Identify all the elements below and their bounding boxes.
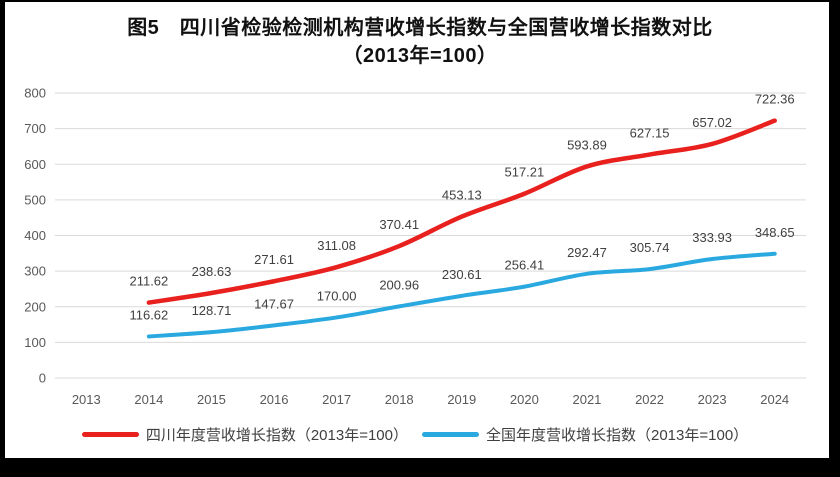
svg-text:238.63: 238.63 bbox=[192, 264, 232, 279]
chart-title: 图5 四川省检验检测机构营收增长指数与全国营收增长指数对比 （2013年=100… bbox=[0, 14, 840, 70]
svg-text:627.15: 627.15 bbox=[630, 126, 670, 141]
svg-text:400: 400 bbox=[24, 228, 46, 243]
svg-text:292.47: 292.47 bbox=[567, 245, 607, 260]
svg-text:593.89: 593.89 bbox=[567, 137, 607, 152]
chart-title-line1: 图5 四川省检验检测机构营收增长指数与全国营收增长指数对比 bbox=[127, 17, 713, 39]
svg-text:600: 600 bbox=[24, 157, 46, 172]
svg-text:271.61: 271.61 bbox=[254, 252, 294, 267]
svg-text:200: 200 bbox=[24, 299, 46, 314]
series-national-line bbox=[146, 251, 777, 339]
svg-text:200.96: 200.96 bbox=[379, 277, 419, 292]
svg-text:333.93: 333.93 bbox=[692, 230, 732, 245]
svg-text:700: 700 bbox=[24, 121, 46, 136]
svg-text:657.02: 657.02 bbox=[692, 115, 732, 130]
svg-text:2014: 2014 bbox=[134, 392, 163, 407]
svg-text:722.36: 722.36 bbox=[755, 92, 795, 107]
svg-text:311.08: 311.08 bbox=[317, 238, 356, 253]
svg-text:230.61: 230.61 bbox=[442, 267, 482, 282]
svg-text:305.74: 305.74 bbox=[630, 240, 670, 255]
chart-legend: 四川年度营收增长指数（2013年=100） 全国年度营收增长指数（2013年=1… bbox=[0, 424, 830, 445]
svg-text:2021: 2021 bbox=[572, 392, 601, 407]
national-series-swatch bbox=[422, 432, 479, 437]
svg-text:0: 0 bbox=[39, 371, 46, 386]
svg-text:500: 500 bbox=[24, 192, 46, 207]
svg-text:128.71: 128.71 bbox=[192, 303, 232, 318]
series-sichuan-line bbox=[146, 118, 777, 305]
svg-text:211.62: 211.62 bbox=[129, 274, 168, 289]
svg-text:256.41: 256.41 bbox=[504, 258, 544, 273]
svg-text:453.13: 453.13 bbox=[442, 188, 482, 203]
legend-item-sichuan: 四川年度营收增长指数（2013年=100） bbox=[81, 424, 408, 445]
svg-text:800: 800 bbox=[24, 86, 46, 101]
svg-text:170.00: 170.00 bbox=[317, 288, 357, 303]
svg-text:348.65: 348.65 bbox=[755, 225, 795, 240]
svg-text:2015: 2015 bbox=[197, 392, 226, 407]
series-national-data-labels: 116.62 128.71 147.67 170.00 200.96 230.61 256.… bbox=[129, 225, 794, 323]
chart-title-line2: （2013年=100） bbox=[342, 45, 498, 67]
legend-label-sichuan: 四川年度营收增长指数（2013年=100） bbox=[145, 427, 408, 444]
svg-text:100: 100 bbox=[24, 335, 46, 350]
chart-canvas bbox=[5, 2, 829, 458]
svg-text:2019: 2019 bbox=[447, 392, 476, 407]
gridlines bbox=[55, 92, 806, 379]
x-axis-labels: 2013 2014 2015 2016 2017 2018 2019 2020 2021 2022… bbox=[72, 392, 789, 407]
svg-text:147.67: 147.67 bbox=[254, 296, 294, 311]
svg-text:517.21: 517.21 bbox=[504, 165, 544, 180]
svg-text:116.62: 116.62 bbox=[129, 307, 168, 322]
svg-text:2013: 2013 bbox=[72, 392, 101, 407]
svg-text:2018: 2018 bbox=[385, 392, 414, 407]
svg-text:2024: 2024 bbox=[760, 392, 789, 407]
legend-item-national: 全国年度营收增长指数（2013年=100） bbox=[422, 424, 748, 445]
svg-text:370.41: 370.41 bbox=[379, 217, 419, 232]
svg-text:2023: 2023 bbox=[698, 392, 727, 407]
svg-text:300: 300 bbox=[24, 264, 46, 279]
legend-label-national: 全国年度营收增长指数（2013年=100） bbox=[486, 427, 749, 444]
svg-text:2017: 2017 bbox=[322, 392, 351, 407]
svg-text:2020: 2020 bbox=[510, 392, 539, 407]
y-axis-labels: 0 100 200 300 400 500 600 700 800 bbox=[24, 86, 46, 386]
svg-text:2016: 2016 bbox=[260, 392, 289, 407]
svg-text:2022: 2022 bbox=[635, 392, 664, 407]
series-sichuan-data-labels: 211.62 238.63 271.61 311.08 370.41 453.13 517.… bbox=[129, 92, 794, 289]
sichuan-series-swatch bbox=[81, 432, 139, 437]
